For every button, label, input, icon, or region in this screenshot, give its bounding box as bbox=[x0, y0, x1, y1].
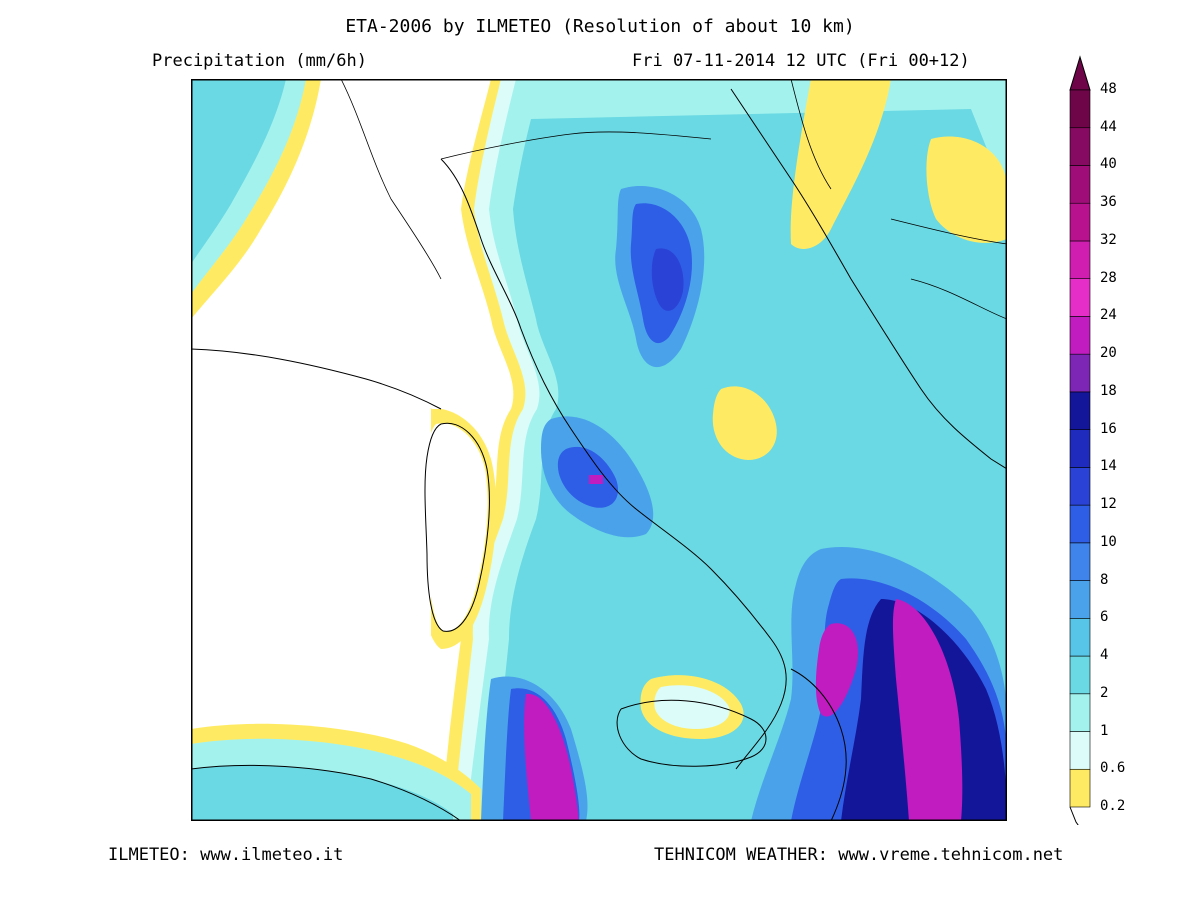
precipitation-map bbox=[191, 79, 1007, 821]
legend-label: 2 bbox=[1100, 684, 1109, 701]
legend-label: 28 bbox=[1100, 269, 1117, 286]
legend-swatch bbox=[1069, 89, 1091, 129]
legend-swatch bbox=[1069, 391, 1091, 430]
legend-swatch bbox=[1069, 693, 1091, 732]
legend-label: 36 bbox=[1100, 194, 1117, 211]
legend-swatch bbox=[1069, 202, 1091, 242]
legend-swatch bbox=[1069, 731, 1091, 770]
map-title: ETA-2006 by ILMETEO (Resolution of about… bbox=[345, 16, 855, 37]
legend-label: 18 bbox=[1100, 382, 1117, 399]
legend-label: 16 bbox=[1100, 420, 1117, 437]
legend-top-arrow bbox=[1069, 55, 1091, 91]
legend-swatch bbox=[1069, 655, 1091, 695]
color-legend bbox=[1062, 55, 1182, 843]
legend-swatch bbox=[1069, 467, 1091, 506]
legend-label: 0.6 bbox=[1100, 760, 1126, 777]
legend-swatch bbox=[1069, 127, 1091, 166]
legend-label: 40 bbox=[1100, 156, 1117, 173]
legend-label: 12 bbox=[1100, 496, 1117, 513]
legend-label: 10 bbox=[1100, 533, 1117, 550]
legend-label: 8 bbox=[1100, 571, 1109, 588]
borders bbox=[340, 79, 1007, 320]
legend-label: 4 bbox=[1100, 647, 1109, 664]
legend-bottom-tail bbox=[1069, 806, 1091, 843]
dry-patch-central bbox=[712, 386, 777, 460]
legend-swatch bbox=[1069, 768, 1091, 808]
legend-swatch bbox=[1069, 580, 1091, 619]
legend-label: 1 bbox=[1100, 722, 1109, 739]
legend-swatch bbox=[1069, 504, 1091, 544]
legend-swatch bbox=[1069, 316, 1091, 355]
legend-label: 14 bbox=[1100, 458, 1117, 475]
legend-swatch bbox=[1069, 353, 1091, 393]
legend-swatch bbox=[1069, 240, 1091, 279]
legend-swatch bbox=[1069, 429, 1091, 468]
legend-label: 6 bbox=[1100, 609, 1109, 626]
legend-swatch bbox=[1069, 542, 1091, 581]
legend-label: 20 bbox=[1100, 345, 1117, 362]
land-corsica-sardinia bbox=[425, 423, 488, 632]
legend-label: 32 bbox=[1100, 231, 1117, 248]
legend-label: 48 bbox=[1100, 81, 1117, 97]
legend-label: 24 bbox=[1100, 307, 1117, 324]
footer-credit-right: TEHNICOM WEATHER: www.vreme.tehnicom.net bbox=[654, 845, 1064, 865]
variable-label: Precipitation (mm/6h) bbox=[152, 51, 367, 71]
legend-label: 0.2 bbox=[1100, 798, 1126, 814]
coastlines bbox=[191, 88, 1007, 821]
footer-credit-left: ILMETEO: www.ilmeteo.it bbox=[108, 845, 344, 865]
legend-swatch bbox=[1069, 278, 1091, 317]
legend-label: 44 bbox=[1100, 118, 1117, 135]
valid-time-label: Fri 07-11-2014 12 UTC (Fri 00+12) bbox=[632, 51, 970, 71]
legend-swatch bbox=[1069, 165, 1091, 204]
legend-swatch bbox=[1069, 618, 1091, 657]
